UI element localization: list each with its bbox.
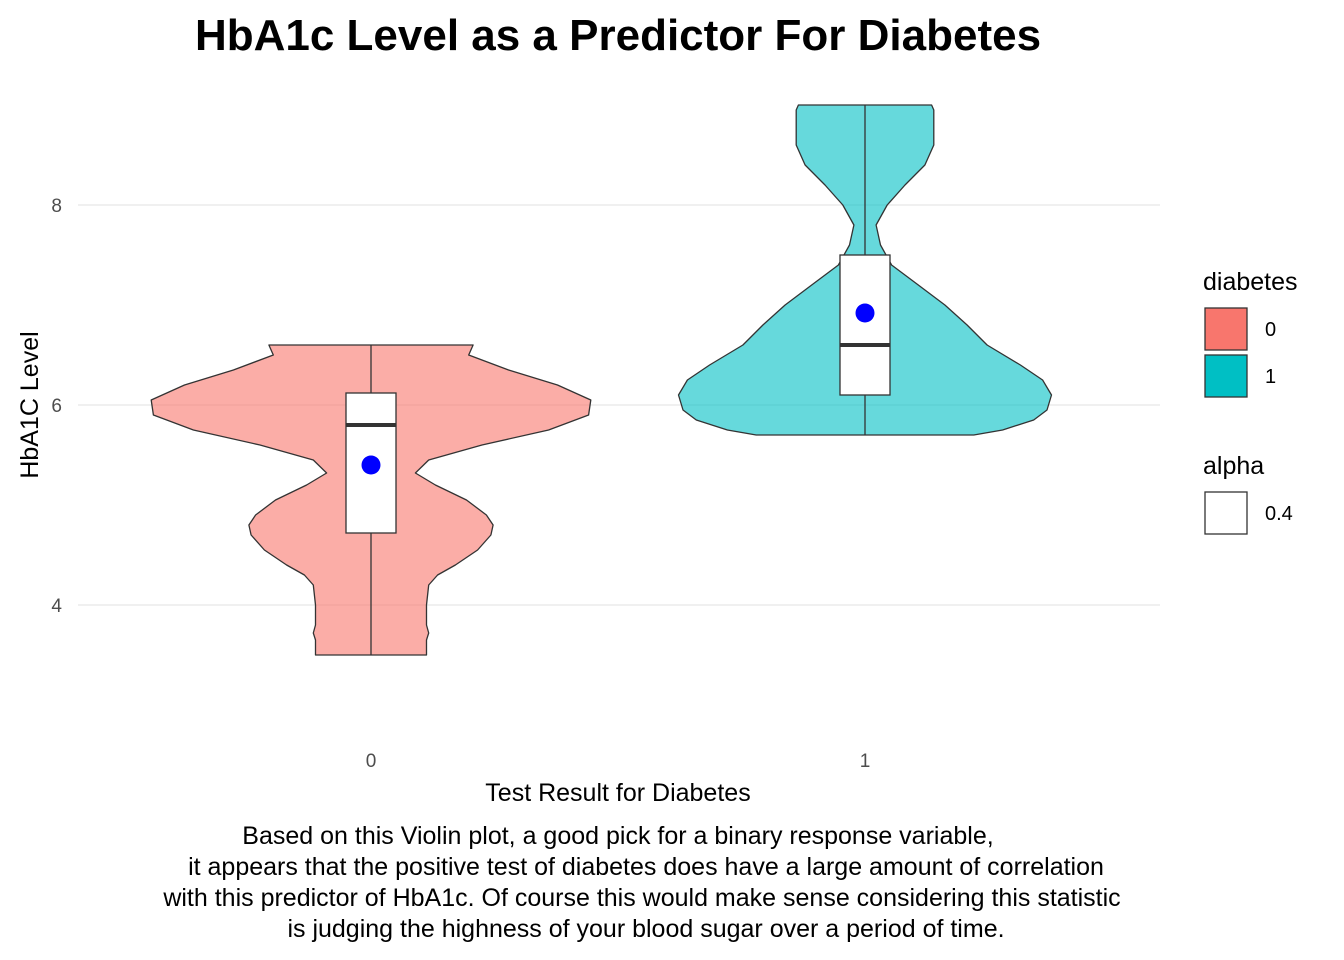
legend-label: 0.4 — [1265, 503, 1293, 525]
legend-label: 0 — [1265, 319, 1276, 341]
violins — [150, 104, 1053, 656]
mean-point — [361, 455, 381, 475]
chart-title: HbA1c Level as a Predictor For Diabetes — [195, 11, 1041, 60]
caption-line: with this predictor of HbA1c. Of course … — [162, 884, 1120, 912]
axis-ticks: 4 6 8 0 1 — [51, 196, 870, 772]
x-tick-label: 1 — [860, 751, 871, 772]
legend-label: 1 — [1265, 366, 1276, 388]
y-tick-label: 6 — [51, 396, 62, 417]
legend-title: alpha — [1203, 452, 1264, 480]
y-tick-label: 8 — [51, 196, 62, 217]
caption: Based on this Violin plot, a good pick f… — [162, 822, 1120, 943]
box-iqr — [839, 254, 891, 396]
x-tick-label: 0 — [366, 751, 377, 772]
x-axis-title: Test Result for Diabetes — [485, 779, 750, 807]
legend-key-alpha — [1204, 491, 1248, 535]
y-tick-label: 4 — [51, 596, 62, 617]
caption-line: Based on this Violin plot, a good pick f… — [242, 822, 993, 850]
y-axis-title: HbA1C Level — [16, 331, 44, 478]
legend-key-1 — [1204, 354, 1248, 398]
legend-key-0 — [1204, 307, 1248, 351]
legend: diabetes 0 1 alpha 0.4 — [1203, 268, 1298, 535]
legend-title: diabetes — [1203, 268, 1298, 296]
mean-point — [855, 303, 875, 323]
caption-line: it appears that the positive test of dia… — [188, 853, 1104, 881]
caption-line: is judging the highness of your blood su… — [287, 915, 1004, 943]
